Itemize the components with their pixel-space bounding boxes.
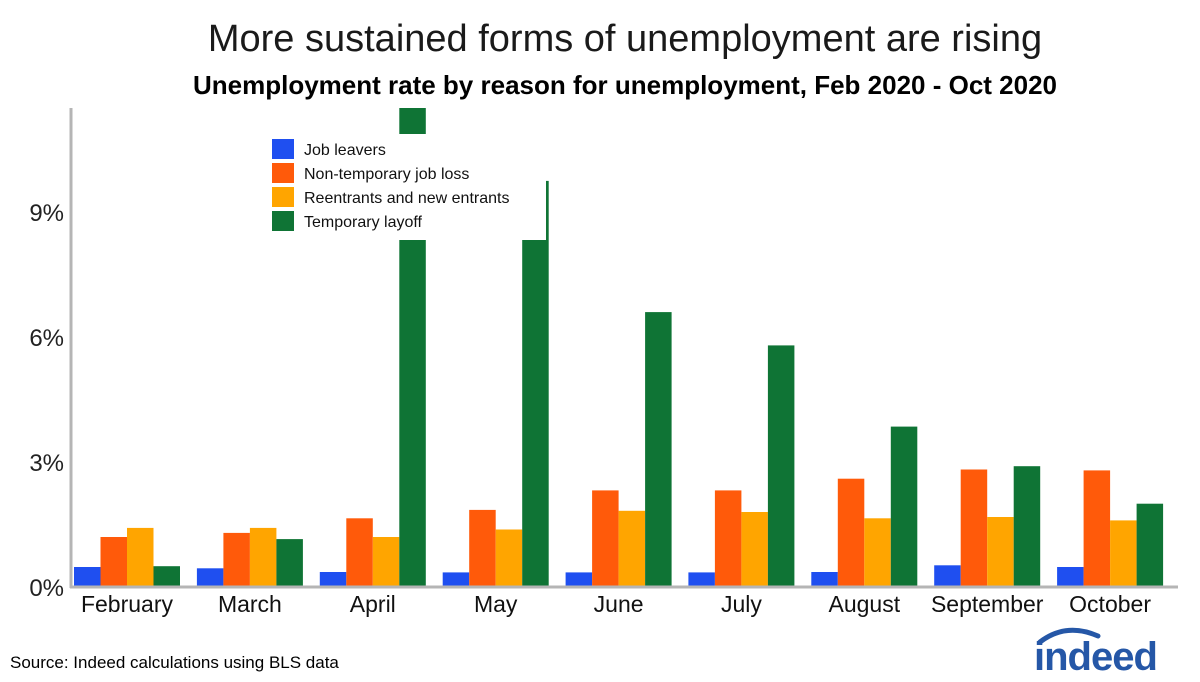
bar-reentrants-and-new-entrants-october	[1110, 520, 1137, 587]
chart-title: More sustained forms of unemployment are…	[207, 18, 1043, 60]
legend-swatch	[272, 163, 294, 183]
bar-non-temporary-job-loss-april	[346, 518, 373, 587]
x-tick-label: September	[931, 591, 1044, 617]
bar-reentrants-and-new-entrants-september	[987, 517, 1014, 587]
y-tick-label: 6%	[29, 325, 64, 352]
source-note: Source: Indeed calculations using BLS da…	[10, 653, 339, 672]
bar-temporary-layoff-march	[276, 539, 303, 587]
legend-label: Reentrants and new entrants	[304, 190, 509, 207]
chart-subtitle: Unemployment rate by reason for unemploy…	[192, 70, 1058, 100]
x-tick-label: August	[828, 591, 900, 617]
indeed-logo: indeed	[1034, 627, 1158, 676]
bar-non-temporary-job-loss-october	[1083, 470, 1111, 587]
bar-job-leavers-october	[1057, 567, 1084, 587]
bar-job-leavers-march	[196, 568, 224, 587]
y-tick-labels: 0% 3% 6% 9%	[29, 200, 64, 602]
bar-job-leavers-august	[811, 572, 838, 587]
bar-temporary-layoff-may	[522, 180, 549, 587]
x-tick-label: February	[81, 591, 174, 617]
bar-job-leavers-february	[74, 567, 101, 587]
bar-temporary-layoff-june	[645, 312, 672, 587]
legend: Job leavers Non-temporary job loss Reentra…	[264, 134, 546, 240]
bar-non-temporary-job-loss-june	[592, 490, 619, 587]
y-tick-label: 3%	[29, 450, 64, 477]
y-tick-label: 0%	[29, 575, 64, 602]
bar-reentrants-and-new-entrants-may	[495, 529, 523, 587]
bar-non-temporary-job-loss-february	[100, 537, 127, 587]
bar-temporary-layoff-august	[890, 426, 918, 587]
bar-reentrants-and-new-entrants-july	[741, 512, 768, 587]
bar-temporary-layoff-september	[1013, 466, 1041, 587]
x-tick-labels: February March April May June July August Septe…	[81, 591, 1151, 617]
bar-temporary-layoff-july	[767, 345, 795, 587]
bar-non-temporary-job-loss-september	[960, 469, 988, 587]
bar-non-temporary-job-loss-july	[714, 490, 742, 587]
x-tick-label: March	[218, 591, 282, 617]
x-tick-label: April	[350, 591, 396, 617]
legend-label: Temporary layoff	[304, 214, 423, 231]
bar-reentrants-and-new-entrants-august	[864, 518, 891, 587]
bar-reentrants-and-new-entrants-february	[127, 527, 154, 587]
y-tick-label: 9%	[29, 200, 64, 227]
bar-reentrants-and-new-entrants-june	[618, 510, 646, 587]
legend-swatch	[272, 187, 294, 207]
legend-label: Non-temporary job loss	[304, 166, 469, 183]
x-tick-label: May	[474, 591, 518, 617]
bars-layer	[74, 108, 1164, 587]
bar-job-leavers-july	[688, 572, 715, 587]
legend-swatch	[272, 211, 294, 231]
x-tick-label: July	[721, 591, 762, 617]
logo-arc	[1037, 627, 1101, 645]
bar-non-temporary-job-loss-march	[223, 532, 250, 587]
bar-reentrants-and-new-entrants-march	[249, 527, 277, 587]
bar-job-leavers-april	[319, 572, 347, 587]
bar-job-leavers-september	[934, 565, 961, 587]
bar-job-leavers-june	[565, 572, 593, 587]
legend-background	[264, 134, 546, 240]
logo-wordmark: indeed	[1034, 635, 1157, 676]
legend-swatch	[272, 139, 294, 159]
x-tick-label: October	[1069, 591, 1151, 617]
bar-non-temporary-job-loss-august	[837, 478, 865, 587]
bar-reentrants-and-new-entrants-april	[372, 537, 400, 587]
bar-job-leavers-may	[442, 572, 470, 587]
bar-non-temporary-job-loss-may	[469, 509, 496, 587]
x-tick-label: June	[594, 591, 644, 617]
bar-temporary-layoff-october	[1136, 503, 1164, 587]
bar-temporary-layoff-february	[153, 566, 180, 587]
legend-label: Job leavers	[304, 142, 386, 159]
